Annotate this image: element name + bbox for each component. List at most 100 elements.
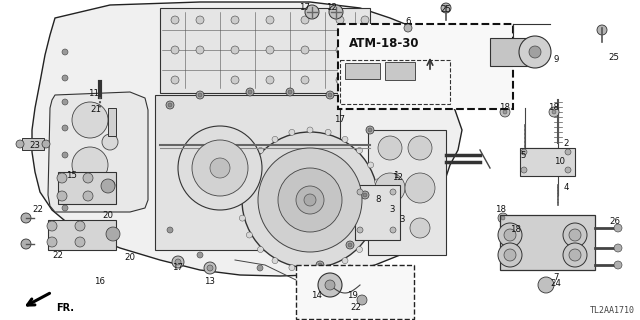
Circle shape	[498, 213, 508, 223]
Circle shape	[519, 36, 551, 68]
Text: 6: 6	[405, 18, 411, 27]
Circle shape	[305, 5, 319, 19]
Circle shape	[42, 140, 50, 148]
Circle shape	[326, 91, 334, 99]
Bar	[48, 220, 116, 250]
Circle shape	[83, 191, 93, 201]
Circle shape	[246, 88, 254, 96]
Circle shape	[62, 179, 68, 185]
Text: 7: 7	[553, 274, 559, 283]
Circle shape	[325, 280, 335, 290]
Circle shape	[62, 152, 68, 158]
Text: 18: 18	[499, 103, 511, 113]
Circle shape	[336, 16, 344, 24]
Circle shape	[614, 244, 622, 252]
Text: ATM-18-30: ATM-18-30	[349, 37, 419, 50]
Text: 2: 2	[563, 139, 569, 148]
Circle shape	[316, 261, 324, 269]
Circle shape	[503, 110, 507, 114]
Circle shape	[257, 246, 264, 252]
Circle shape	[304, 194, 316, 206]
Bar	[368, 130, 446, 255]
Circle shape	[278, 168, 342, 232]
Circle shape	[296, 186, 324, 214]
Circle shape	[342, 258, 348, 264]
Circle shape	[374, 215, 381, 221]
Circle shape	[196, 16, 204, 24]
Text: 23: 23	[29, 140, 40, 149]
Circle shape	[565, 149, 571, 155]
Circle shape	[231, 76, 239, 84]
Circle shape	[367, 162, 374, 168]
Circle shape	[361, 191, 369, 199]
Circle shape	[210, 158, 230, 178]
Circle shape	[301, 16, 309, 24]
Circle shape	[342, 136, 348, 142]
Circle shape	[272, 258, 278, 264]
Bar	[500, 215, 595, 270]
Text: 12: 12	[326, 4, 337, 12]
Circle shape	[569, 249, 581, 261]
Circle shape	[107, 228, 117, 238]
Circle shape	[361, 46, 369, 54]
Text: 15: 15	[67, 172, 77, 180]
Circle shape	[363, 193, 367, 197]
Circle shape	[75, 221, 85, 231]
Circle shape	[168, 103, 172, 107]
Circle shape	[62, 99, 68, 105]
Text: 10: 10	[554, 156, 566, 165]
Circle shape	[516, 233, 520, 237]
Circle shape	[374, 179, 381, 185]
Text: 18: 18	[548, 103, 559, 113]
Circle shape	[368, 128, 372, 132]
Circle shape	[62, 205, 68, 211]
Circle shape	[336, 46, 344, 54]
Circle shape	[289, 129, 295, 135]
Circle shape	[405, 173, 435, 203]
Bar	[520, 148, 575, 176]
Circle shape	[288, 90, 292, 94]
Text: FR.: FR.	[56, 303, 74, 313]
Text: 18: 18	[495, 205, 506, 214]
Circle shape	[167, 227, 173, 233]
Circle shape	[597, 25, 607, 35]
Circle shape	[500, 107, 510, 117]
Circle shape	[47, 221, 57, 231]
Circle shape	[57, 191, 67, 201]
Circle shape	[504, 229, 516, 241]
Circle shape	[239, 215, 245, 221]
Bar	[345, 63, 380, 79]
Circle shape	[356, 148, 362, 154]
Text: 21: 21	[90, 106, 102, 115]
Circle shape	[62, 75, 68, 81]
Text: 8: 8	[375, 196, 381, 204]
Text: 22: 22	[351, 302, 362, 311]
Bar	[108, 108, 116, 136]
Circle shape	[375, 173, 405, 203]
Circle shape	[552, 110, 556, 114]
Text: 17: 17	[300, 3, 310, 12]
Circle shape	[106, 227, 120, 241]
Text: 19: 19	[347, 292, 357, 300]
Circle shape	[346, 241, 354, 249]
Circle shape	[196, 46, 204, 54]
Bar	[385, 62, 415, 80]
Circle shape	[171, 76, 179, 84]
Circle shape	[102, 134, 118, 150]
Circle shape	[513, 230, 523, 240]
Circle shape	[328, 93, 332, 97]
Bar	[490, 38, 535, 66]
Circle shape	[301, 46, 309, 54]
Circle shape	[521, 149, 527, 155]
Circle shape	[529, 46, 541, 58]
Circle shape	[307, 269, 313, 275]
Circle shape	[563, 243, 587, 267]
Circle shape	[272, 136, 278, 142]
Circle shape	[563, 223, 587, 247]
Circle shape	[565, 167, 571, 173]
Circle shape	[204, 262, 216, 274]
Text: 18: 18	[511, 226, 522, 235]
Circle shape	[410, 218, 430, 238]
Circle shape	[246, 162, 252, 168]
Bar	[22, 138, 44, 150]
